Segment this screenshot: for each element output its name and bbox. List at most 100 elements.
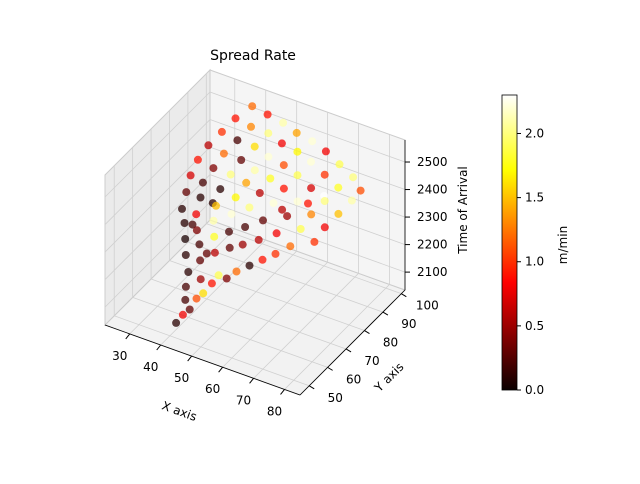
data-point xyxy=(181,282,190,291)
data-point xyxy=(193,155,202,164)
data-point xyxy=(271,249,280,258)
data-point xyxy=(195,240,204,249)
data-point xyxy=(210,232,219,241)
z-grid-line xyxy=(104,174,211,280)
y-grid-line xyxy=(169,260,365,331)
data-point xyxy=(227,210,236,219)
y-tick-label: 60 xyxy=(346,372,361,386)
data-point xyxy=(347,196,356,205)
data-point xyxy=(320,170,329,179)
y-tick-label: 100 xyxy=(416,299,439,313)
z-grid-line xyxy=(209,119,406,190)
data-point xyxy=(192,210,201,219)
y-tick xyxy=(327,366,333,371)
x-axis-label: X axis xyxy=(160,398,199,423)
data-point xyxy=(178,204,186,213)
data-point xyxy=(192,294,201,303)
data-point xyxy=(233,136,242,145)
z-tick-label: 2200 xyxy=(417,238,448,252)
z-tick-label: 2500 xyxy=(417,155,448,169)
axis-ticks: 3040506070805060708090100210022002300240… xyxy=(112,155,447,418)
y-tick-label: 90 xyxy=(401,317,416,331)
colorbar-tick-label: 0.5 xyxy=(525,319,544,333)
colorbar-label: m/min xyxy=(556,226,570,264)
data-point xyxy=(192,226,201,235)
colorbar-ticks: 0.0 0.5 1.0 1.5 2.0 xyxy=(517,126,544,397)
data-point xyxy=(214,271,223,280)
data-point xyxy=(269,199,278,208)
data-point xyxy=(279,118,288,127)
z-tick-label: 2400 xyxy=(417,183,448,197)
data-point xyxy=(279,184,288,193)
x-grid-line xyxy=(129,228,236,335)
x-grid-line xyxy=(191,250,297,357)
data-point xyxy=(255,189,264,197)
y-tick xyxy=(364,330,370,334)
x-tick-label: 70 xyxy=(236,393,251,407)
x-grid-line xyxy=(160,239,266,346)
data-point xyxy=(196,193,205,202)
data-point xyxy=(307,210,316,219)
y-grid-line xyxy=(150,278,347,350)
data-point xyxy=(304,199,312,208)
data-point xyxy=(225,227,233,236)
data-point xyxy=(263,110,272,119)
x-tick xyxy=(280,389,285,395)
data-point xyxy=(226,170,235,179)
data-point xyxy=(219,149,228,158)
data-point xyxy=(245,203,254,212)
data-point xyxy=(209,216,218,225)
data-point xyxy=(216,185,225,194)
data-point xyxy=(231,114,240,123)
data-point xyxy=(321,147,330,156)
data-point xyxy=(264,152,273,161)
y-grid-line xyxy=(132,296,328,368)
data-point xyxy=(180,219,189,227)
data-point xyxy=(247,122,255,131)
data-point xyxy=(283,212,292,221)
data-point xyxy=(286,242,295,251)
y-tick-label: 80 xyxy=(383,336,398,350)
data-point xyxy=(178,310,187,319)
z-grid-line xyxy=(104,119,211,225)
x-tick xyxy=(249,378,254,384)
y-tick xyxy=(401,293,407,298)
data-point xyxy=(202,249,211,258)
z-grid-line xyxy=(104,91,211,198)
data-point xyxy=(237,156,246,164)
z-grid-line xyxy=(104,146,211,253)
data-point xyxy=(181,295,190,304)
x-tick xyxy=(187,355,193,362)
data-point xyxy=(198,178,207,187)
y-tick-label: 50 xyxy=(328,391,343,405)
data-point xyxy=(293,147,302,156)
data-point xyxy=(209,164,218,173)
data-point xyxy=(186,171,195,180)
data-point xyxy=(222,274,231,283)
y-axis-line xyxy=(299,289,406,396)
data-point xyxy=(231,193,240,202)
data-point xyxy=(184,268,193,276)
data-point xyxy=(196,275,205,284)
data-point xyxy=(204,141,213,150)
data-point xyxy=(172,318,181,327)
y-tick xyxy=(382,311,389,316)
x-grid-line xyxy=(284,284,390,390)
z-axis-label: Time of Arrival xyxy=(456,166,470,255)
data-point xyxy=(217,127,226,136)
data-point xyxy=(248,102,257,111)
x-tick-label: 30 xyxy=(112,349,127,363)
data-point xyxy=(356,186,365,195)
data-point xyxy=(212,201,220,210)
colorbar-tick-label: 1.0 xyxy=(525,255,544,269)
data-point xyxy=(272,229,281,238)
data-point xyxy=(334,183,343,192)
data-point xyxy=(278,205,287,214)
data-point xyxy=(225,243,234,252)
x-grid-line xyxy=(253,273,359,379)
data-point xyxy=(310,237,319,246)
data-point xyxy=(264,129,273,138)
x-tick-label: 80 xyxy=(267,404,282,418)
